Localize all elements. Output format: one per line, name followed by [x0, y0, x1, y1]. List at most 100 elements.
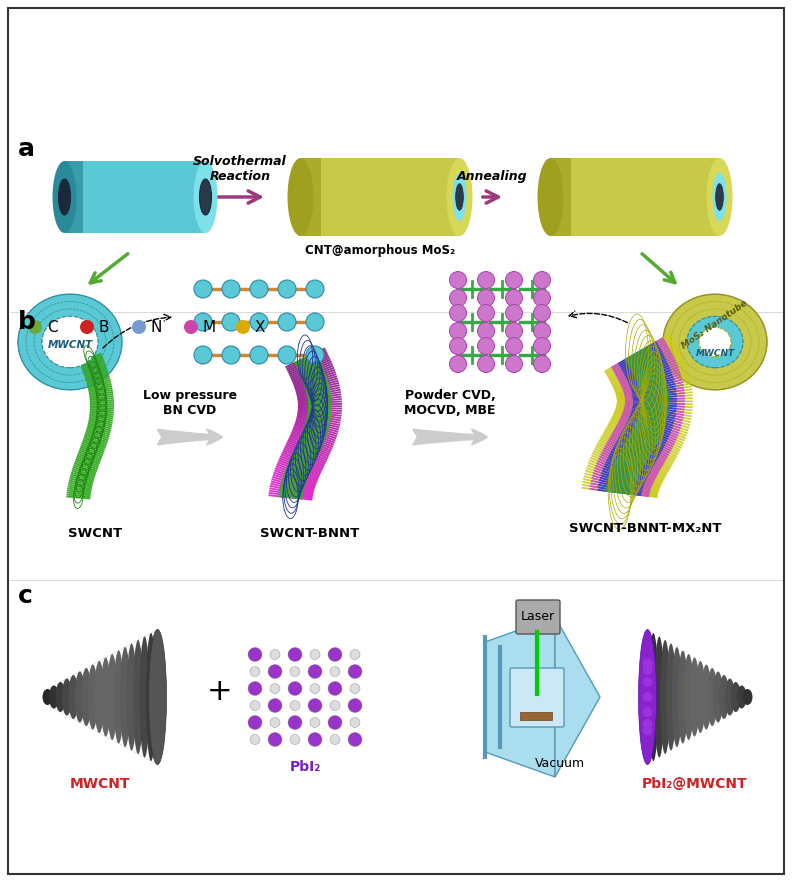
Text: a: a: [18, 137, 35, 161]
Text: M: M: [203, 319, 216, 334]
Polygon shape: [634, 425, 660, 438]
Ellipse shape: [133, 640, 143, 754]
Polygon shape: [303, 428, 326, 438]
Polygon shape: [297, 414, 341, 423]
Text: CNT@amorphous MoS₂: CNT@amorphous MoS₂: [305, 244, 455, 257]
Polygon shape: [625, 355, 664, 377]
Polygon shape: [592, 472, 651, 491]
Polygon shape: [89, 397, 114, 401]
Polygon shape: [601, 452, 656, 480]
Bar: [550, 158, 719, 236]
Circle shape: [308, 664, 322, 678]
Polygon shape: [608, 422, 676, 460]
Circle shape: [306, 280, 324, 298]
Circle shape: [250, 700, 260, 711]
Polygon shape: [70, 472, 94, 481]
Polygon shape: [274, 469, 316, 486]
Polygon shape: [298, 393, 341, 401]
Polygon shape: [607, 483, 634, 491]
Ellipse shape: [55, 682, 66, 712]
Polygon shape: [291, 456, 313, 467]
Polygon shape: [272, 478, 314, 492]
Ellipse shape: [706, 158, 733, 236]
Polygon shape: [615, 347, 669, 377]
Polygon shape: [75, 459, 98, 468]
Polygon shape: [82, 360, 105, 370]
Polygon shape: [624, 407, 683, 424]
Polygon shape: [85, 434, 108, 443]
Polygon shape: [295, 422, 337, 437]
Circle shape: [306, 313, 324, 331]
Polygon shape: [70, 475, 93, 483]
Polygon shape: [633, 401, 677, 405]
Polygon shape: [293, 369, 335, 386]
Polygon shape: [614, 412, 684, 445]
Polygon shape: [618, 341, 657, 365]
FancyArrowPatch shape: [158, 430, 223, 445]
Polygon shape: [621, 362, 676, 387]
Polygon shape: [618, 351, 672, 380]
Circle shape: [28, 320, 42, 334]
Polygon shape: [307, 386, 330, 393]
Polygon shape: [284, 446, 325, 467]
Polygon shape: [607, 441, 660, 472]
Polygon shape: [269, 487, 313, 497]
Ellipse shape: [642, 630, 653, 765]
Ellipse shape: [68, 675, 78, 719]
Polygon shape: [610, 436, 663, 467]
Polygon shape: [87, 381, 111, 388]
Polygon shape: [628, 350, 653, 366]
Circle shape: [236, 320, 250, 334]
Polygon shape: [624, 406, 683, 419]
Polygon shape: [82, 363, 106, 374]
Polygon shape: [609, 452, 649, 475]
Ellipse shape: [683, 654, 694, 740]
Polygon shape: [287, 353, 329, 373]
Polygon shape: [298, 400, 342, 405]
Polygon shape: [607, 424, 674, 464]
Polygon shape: [622, 430, 661, 454]
Polygon shape: [625, 424, 665, 446]
Bar: [64, 161, 82, 233]
Ellipse shape: [146, 633, 156, 761]
Polygon shape: [622, 364, 678, 388]
Polygon shape: [590, 482, 649, 496]
Polygon shape: [80, 445, 103, 456]
Circle shape: [330, 735, 340, 744]
Polygon shape: [619, 418, 675, 445]
Polygon shape: [625, 389, 684, 399]
Polygon shape: [287, 439, 328, 460]
Polygon shape: [306, 385, 329, 392]
Polygon shape: [608, 340, 676, 379]
Polygon shape: [74, 460, 97, 470]
Polygon shape: [637, 418, 664, 430]
Polygon shape: [603, 431, 670, 471]
Text: C: C: [47, 319, 58, 334]
Text: MWCNT: MWCNT: [48, 340, 93, 350]
Polygon shape: [623, 445, 648, 461]
Polygon shape: [639, 411, 667, 420]
Polygon shape: [292, 365, 333, 384]
Circle shape: [250, 280, 268, 298]
Polygon shape: [287, 463, 310, 475]
Polygon shape: [299, 361, 321, 373]
Polygon shape: [282, 477, 306, 486]
Polygon shape: [280, 487, 303, 494]
Polygon shape: [614, 411, 685, 442]
Ellipse shape: [52, 161, 77, 233]
Polygon shape: [83, 437, 107, 447]
Polygon shape: [295, 421, 338, 435]
Polygon shape: [308, 399, 332, 403]
Polygon shape: [295, 423, 337, 439]
Polygon shape: [619, 355, 674, 383]
Polygon shape: [303, 430, 326, 440]
FancyBboxPatch shape: [516, 600, 560, 634]
Polygon shape: [623, 409, 681, 429]
Polygon shape: [89, 400, 114, 402]
Polygon shape: [270, 482, 314, 495]
Bar: [520, 712, 552, 720]
Polygon shape: [90, 406, 114, 407]
Polygon shape: [298, 403, 342, 406]
Polygon shape: [640, 389, 668, 395]
Polygon shape: [293, 367, 334, 385]
